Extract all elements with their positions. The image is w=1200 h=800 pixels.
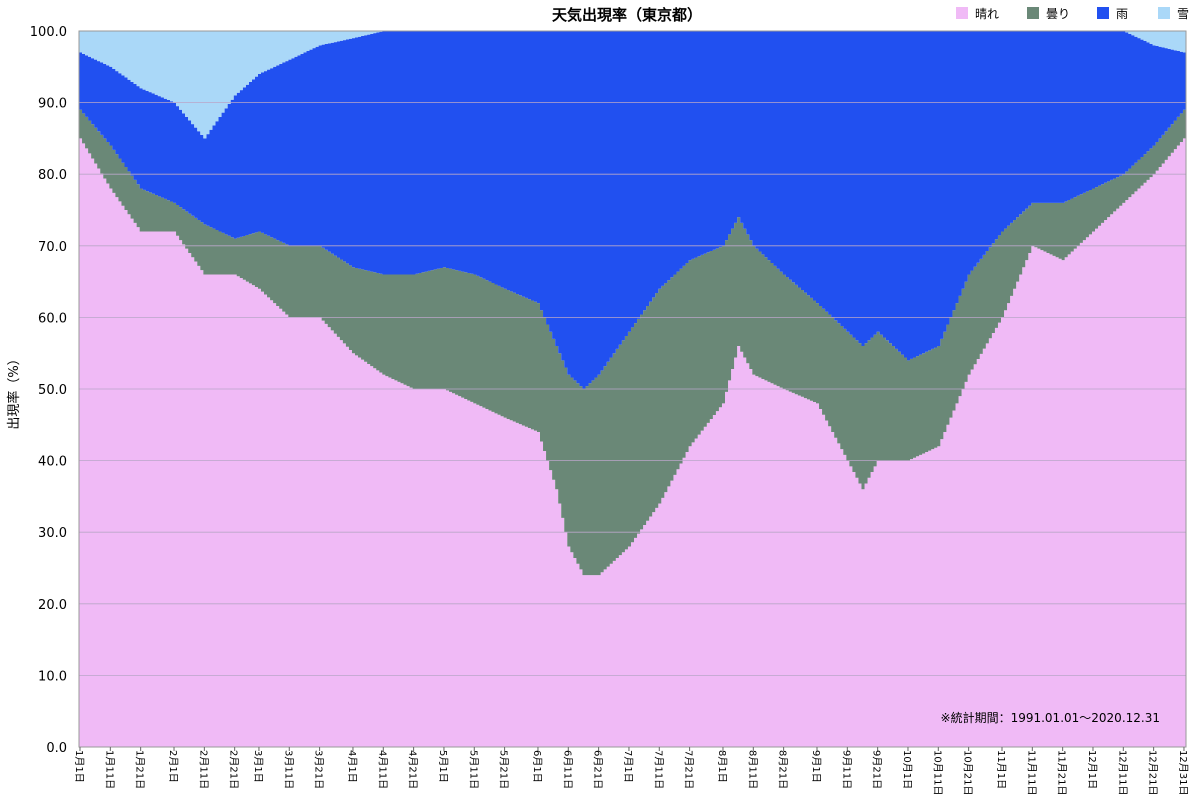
- x-tick-label: 9月1日: [810, 750, 822, 783]
- series-area-sunny: [79, 138, 1186, 747]
- x-tick-label: 7月1日: [622, 750, 634, 783]
- x-tick-label: 10月21日: [962, 750, 974, 795]
- series-area-rain: [79, 31, 1186, 389]
- x-tick-label: 12月11日: [1116, 750, 1128, 795]
- legend-swatch: [1097, 7, 1109, 19]
- x-tick-label: 3月1日: [252, 750, 264, 783]
- series-area-snow: [79, 31, 1186, 139]
- x-tick-label: 10月11日: [931, 750, 943, 795]
- x-tick-label: 9月21日: [871, 750, 883, 789]
- y-tick-label: 50.0: [38, 383, 67, 398]
- plot-frame: [78, 30, 1187, 748]
- x-tick-label: 7月11日: [652, 750, 664, 789]
- x-tick-label: 1月21日: [134, 750, 146, 789]
- y-axis-label: 出現率（%）: [6, 352, 22, 429]
- y-axis: 0.0 10.0 20.0 30.0 40.0 50.0 60.0 70.0 80.0 90.0 1…: [30, 25, 67, 756]
- legend-swatch: [1027, 7, 1039, 19]
- y-tick-label: 30.0: [38, 526, 67, 541]
- legend-label: 雪: [1177, 7, 1189, 21]
- legend: 晴れ 曇り 雨 雪: [956, 7, 1189, 21]
- y-tick-label: 0.0: [46, 741, 67, 756]
- legend-label: 晴れ: [975, 7, 999, 21]
- x-tick-label: 6月11日: [561, 750, 573, 789]
- x-tick-label: 8月11日: [746, 750, 758, 789]
- series-area-cloudy: [79, 109, 1186, 576]
- y-tick-label: 80.0: [38, 168, 67, 183]
- x-tick-label: 8月21日: [777, 750, 789, 789]
- x-tick-label: 8月1日: [716, 750, 728, 783]
- x-tick-label: 12月1日: [1086, 750, 1098, 789]
- legend-label: 曇り: [1046, 7, 1070, 21]
- y-tick-label: 60.0: [38, 311, 67, 326]
- x-tick-label: 5月11日: [467, 750, 479, 789]
- x-tick-label: 6月21日: [592, 750, 604, 789]
- x-axis: 1月1日 1月11日 1月21日 2月1日 2月11日 2月21日 3月1日 3月11日 3月2…: [73, 747, 1189, 795]
- x-tick-label: 2月21日: [228, 750, 240, 789]
- period-note: ※統計期間：1991.01.01〜2020.12.31: [941, 710, 1160, 725]
- legend-label: 雨: [1116, 7, 1128, 21]
- x-tick-label: 11月21日: [1056, 750, 1068, 795]
- x-tick-label: 1月1日: [73, 750, 85, 783]
- x-tick-label: 11月11日: [1025, 750, 1037, 795]
- x-tick-label: 11月1日: [995, 750, 1007, 789]
- y-tick-label: 70.0: [38, 240, 67, 255]
- y-tick-label: 40.0: [38, 455, 67, 470]
- legend-swatch: [956, 7, 968, 19]
- x-tick-label: 4月1日: [346, 750, 358, 783]
- x-tick-label: 5月1日: [437, 750, 449, 783]
- legend-swatch: [1158, 7, 1170, 19]
- x-tick-label: 4月21日: [407, 750, 419, 789]
- y-tick-label: 10.0: [38, 669, 67, 684]
- x-tick-label: 7月21日: [683, 750, 695, 789]
- y-tick-label: 20.0: [38, 598, 67, 613]
- x-tick-label: 2月1日: [167, 750, 179, 783]
- x-tick-label: 10月1日: [901, 750, 913, 789]
- x-tick-label: 2月11日: [197, 750, 209, 789]
- chart-title: 天気出現率（東京都）: [552, 6, 702, 24]
- x-tick-label: 3月21日: [313, 750, 325, 789]
- x-tick-label: 1月11日: [103, 750, 115, 789]
- y-tick-label: 90.0: [38, 97, 67, 112]
- x-tick-label: 9月11日: [840, 750, 852, 789]
- x-tick-label: 12月21日: [1147, 750, 1159, 795]
- x-tick-label: 6月1日: [531, 750, 543, 783]
- grid-lines: [78, 30, 1187, 748]
- y-tick-label: 100.0: [30, 25, 67, 40]
- x-tick-label: 3月11日: [282, 750, 294, 789]
- x-tick-label: 5月21日: [498, 750, 510, 789]
- x-tick-label: 4月11日: [376, 750, 388, 789]
- x-tick-label: 12月31日: [1177, 750, 1189, 795]
